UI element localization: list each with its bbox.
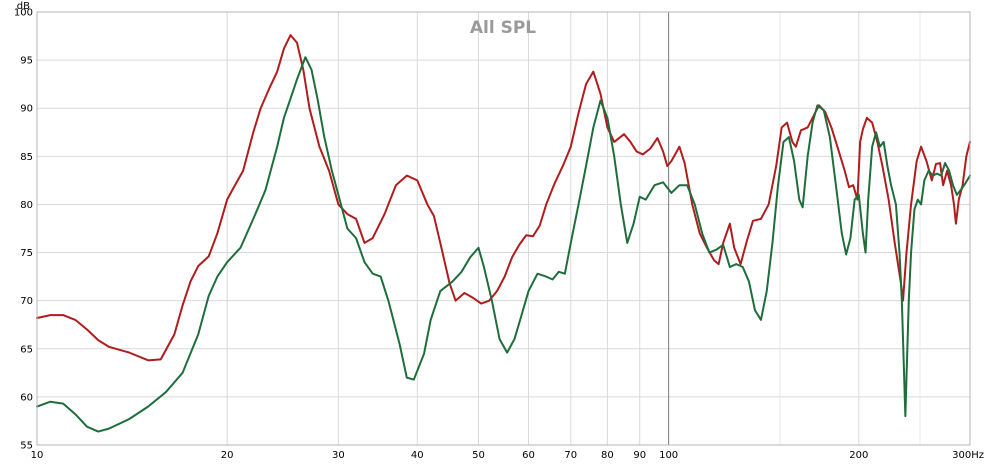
y-tick-label: 85 — [20, 152, 33, 163]
series-line-1 — [36, 34, 971, 362]
y-tick-label: 65 — [20, 344, 33, 355]
y-tick-label: 100 — [14, 8, 33, 19]
series-line-2 — [36, 56, 971, 433]
y-tick-label: 80 — [20, 200, 33, 211]
grid — [37, 12, 970, 445]
series-lines — [36, 34, 971, 433]
y-axis-unit-label: dB — [17, 1, 30, 12]
x-tick-label: 70 — [564, 450, 577, 461]
tick-labels: 55 60 65 70 75 80 85 90 95 100 10 20 30 40 50 60 70 80 90 1… — [14, 8, 984, 462]
x-tick-label: 300Hz — [952, 450, 984, 461]
y-tick-label: 95 — [20, 56, 33, 67]
plot-frame — [36, 11, 971, 446]
y-tick-label: 55 — [20, 441, 33, 452]
x-tick-label: 30 — [332, 450, 345, 461]
y-tick-label: 90 — [20, 104, 33, 115]
chart-title: All SPL — [470, 18, 536, 38]
y-tick-label: 70 — [20, 296, 33, 307]
x-tick-label: 20 — [221, 450, 234, 461]
x-tick-label: 90 — [633, 450, 646, 461]
x-tick-label: 200 — [849, 450, 868, 461]
x-tick-label: 100 — [659, 450, 678, 461]
y-tick-label: 60 — [20, 392, 33, 403]
x-tick-label: 80 — [601, 450, 614, 461]
x-tick-label: 10 — [31, 450, 44, 461]
x-tick-label: 40 — [411, 450, 424, 461]
y-tick-label: 75 — [20, 248, 33, 259]
x-tick-label: 50 — [472, 450, 485, 461]
x-tick-label: 60 — [522, 450, 535, 461]
